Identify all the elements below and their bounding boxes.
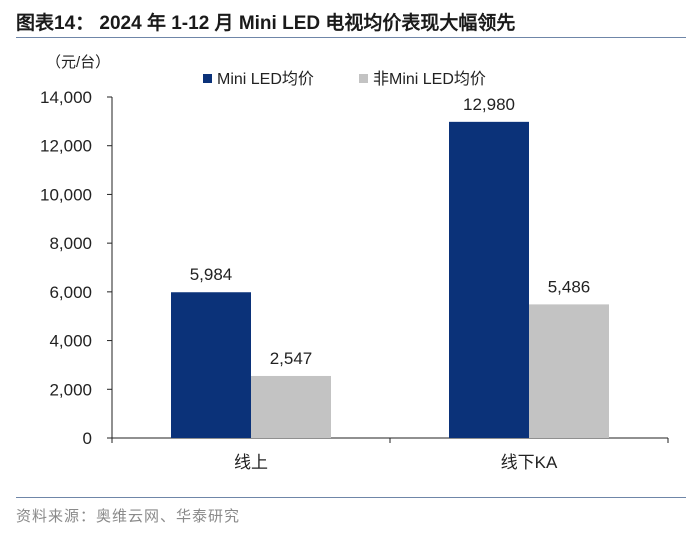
bar-value-label: 2,547 [270, 349, 313, 368]
legend-swatch-mini-led [203, 74, 212, 83]
legend-label-mini-led: Mini LED均价 [217, 70, 314, 88]
bar-non-mini-led [251, 375, 331, 438]
y-tick-label: 2,000 [49, 380, 92, 399]
bar-value-label: 5,984 [190, 265, 233, 284]
bar-value-label: 12,980 [463, 95, 515, 114]
source-note: 资料来源：奥维云网、华泰研究 [16, 507, 241, 525]
y-tick-label: 8,000 [49, 234, 92, 253]
x-axis: 线上 线下KA [111, 437, 669, 472]
y-tick-label: 10,000 [40, 185, 92, 204]
y-tick-label: 6,000 [49, 283, 92, 302]
bar-non-mini-led [529, 304, 609, 438]
legend-swatch-non-mini-led [359, 74, 368, 83]
bar-value-labels: 5,984 12,980 2,547 5,486 [190, 95, 591, 368]
bars [171, 121, 609, 438]
y-unit-label: （元/台） [46, 54, 110, 71]
legend: Mini LED均价 非Mini LED均价 [203, 70, 486, 88]
legend-label-non-mini-led: 非Mini LED均价 [373, 70, 486, 88]
title-rule [16, 37, 686, 38]
x-tick-label: 线下KA [501, 453, 558, 472]
source-rule [16, 497, 686, 498]
bar-value-label: 5,486 [548, 277, 591, 296]
y-axis: 0 2,000 4,000 6,000 8,000 10,000 12,000 14,000 [40, 88, 113, 448]
y-tick-label: 12,000 [40, 137, 92, 156]
figure-title: 图表14： 2024 年 1-12 月 Mini LED 电视均价表现大幅领先 [16, 13, 516, 34]
x-tick-label: 线上 [234, 453, 268, 472]
bar-mini-led [449, 121, 529, 438]
y-tick-label: 4,000 [49, 332, 92, 351]
bar-mini-led [171, 292, 251, 438]
y-tick-label: 0 [83, 429, 92, 448]
y-tick-label: 14,000 [40, 88, 92, 107]
